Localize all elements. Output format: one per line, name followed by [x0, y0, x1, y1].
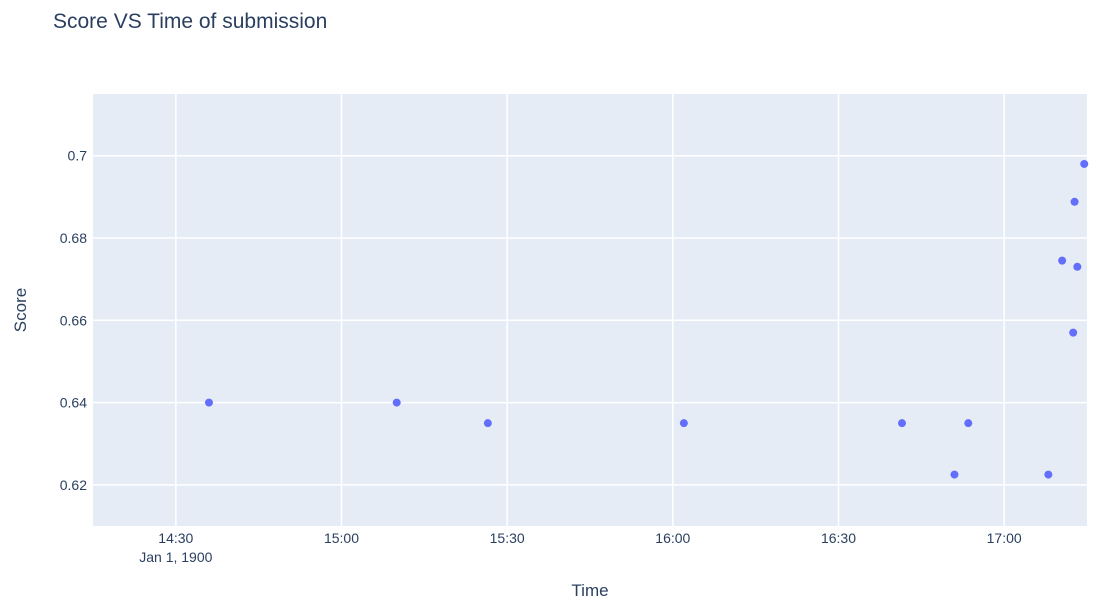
plot-area — [93, 94, 1087, 526]
data-point[interactable] — [204, 398, 213, 407]
x-tick-label: 17:00 — [987, 530, 1022, 546]
data-point[interactable] — [483, 419, 492, 428]
x-tick-labels: 14:30 15:00 15:30 16:00 16:30 17:00 — [158, 530, 1022, 546]
data-point[interactable] — [964, 419, 973, 428]
data-point[interactable] — [1069, 328, 1078, 337]
data-point[interactable] — [1070, 197, 1079, 206]
y-tick-label: 0.7 — [68, 148, 88, 164]
y-tick-labels: 0.62 0.64 0.66 0.68 0.7 — [60, 148, 87, 493]
data-point[interactable] — [1058, 256, 1067, 265]
data-point[interactable] — [898, 419, 907, 428]
x-tick-label: 16:30 — [821, 530, 856, 546]
data-point[interactable] — [950, 470, 959, 479]
y-axis-title: Score — [11, 288, 30, 332]
data-points — [204, 159, 1089, 479]
x-tick-label: 14:30 — [158, 530, 193, 546]
data-point[interactable] — [392, 398, 401, 407]
y-tick-label: 0.66 — [60, 312, 87, 328]
data-point[interactable] — [1073, 262, 1082, 271]
x-date-annotation: Jan 1, 1900 — [139, 549, 212, 565]
x-tick-label: 15:00 — [324, 530, 359, 546]
data-point[interactable] — [679, 419, 688, 428]
chart-title: Score VS Time of submission — [53, 10, 328, 33]
x-tick-label: 15:30 — [490, 530, 525, 546]
x-axis-title: Time — [571, 581, 608, 600]
data-point[interactable] — [1080, 159, 1089, 168]
data-point[interactable] — [1044, 470, 1053, 479]
x-gridlines — [175, 94, 1005, 526]
y-tick-label: 0.68 — [60, 230, 87, 246]
y-tick-label: 0.64 — [60, 395, 87, 411]
x-tick-label: 16:00 — [655, 530, 690, 546]
y-tick-label: 0.62 — [60, 477, 87, 493]
y-gridlines — [93, 154, 1087, 486]
